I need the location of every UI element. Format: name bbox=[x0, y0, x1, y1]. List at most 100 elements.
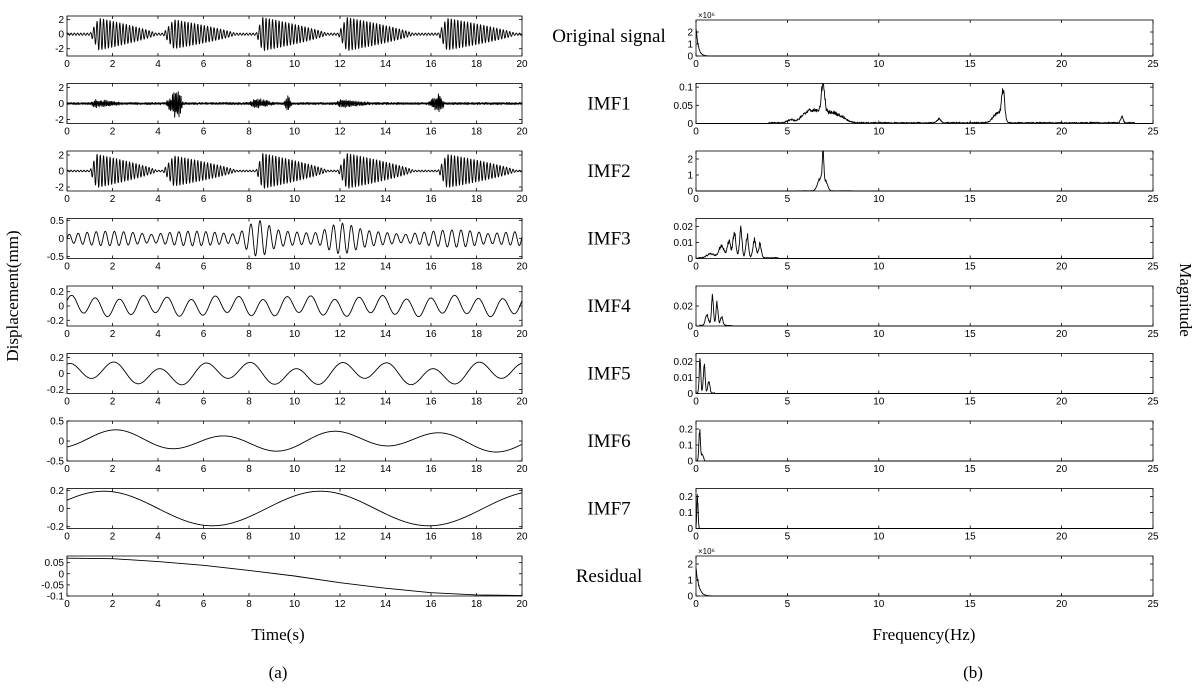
freq-x-tick-label-6-4: 20 bbox=[1056, 464, 1068, 475]
freq-x-tick-label-3-5: 25 bbox=[1147, 262, 1159, 273]
freq-y-tick-label-1-2: 0.1 bbox=[679, 83, 693, 94]
spectrum-plot-2: 0 5 10 15 20 25 0 1 2 bbox=[687, 150, 1159, 205]
time-x-tick-label-0-9: 18 bbox=[471, 59, 483, 70]
time-y-tick-label-4-0: -0.2 bbox=[47, 316, 65, 327]
time-x-tick-label-0-2: 4 bbox=[155, 59, 161, 70]
spectrum-line-5 bbox=[695, 358, 1154, 394]
time-x-tick-label-3-7: 14 bbox=[380, 262, 392, 273]
time-x-tick-label-2-7: 14 bbox=[380, 194, 392, 205]
time-y-tick-label-2-1: 0 bbox=[58, 167, 64, 178]
time-x-tick-label-7-7: 14 bbox=[380, 532, 392, 543]
time-x-tick-label-7-4: 8 bbox=[246, 532, 252, 543]
time-plot-0: 0 2 4 6 8 10 12 14 16 18 20-202 bbox=[55, 15, 528, 70]
time-x-tick-label-0-6: 12 bbox=[334, 59, 346, 70]
time-x-tick-label-3-9: 18 bbox=[471, 262, 483, 273]
time-x-tick-label-4-6: 12 bbox=[334, 329, 346, 340]
time-x-tick-label-8-10: 20 bbox=[516, 599, 528, 610]
spectrum-plot-4: 0 5 10 15 20 25 0 0.02 bbox=[674, 285, 1159, 340]
time-x-tick-label-2-6: 12 bbox=[334, 194, 346, 205]
freq-x-tick-label-8-4: 20 bbox=[1056, 599, 1068, 610]
time-x-tick-label-8-3: 6 bbox=[201, 599, 207, 610]
time-x-tick-label-1-0: 0 bbox=[64, 127, 70, 138]
freq-y-tick-label-6-0: 0 bbox=[687, 457, 693, 468]
time-y-tick-label-6-2: 0.5 bbox=[50, 417, 64, 428]
freq-x-tick-label-1-2: 10 bbox=[873, 127, 885, 138]
time-y-tick-label-8-2: 0 bbox=[58, 569, 64, 580]
time-series-line-3 bbox=[66, 220, 523, 257]
freq-x-tick-label-0-5: 25 bbox=[1147, 59, 1159, 70]
time-x-tick-label-7-10: 20 bbox=[516, 532, 528, 543]
time-x-tick-label-2-2: 4 bbox=[155, 194, 161, 205]
time-axes-frame-7 bbox=[66, 488, 523, 529]
freq-x-tick-label-5-3: 15 bbox=[965, 397, 977, 408]
freq-axes-frame-0 bbox=[695, 19, 1154, 57]
time-y-tick-label-3-1: 0 bbox=[58, 234, 64, 245]
time-plot-1: 0 2 4 6 8 10 12 14 16 18 20-202 bbox=[55, 83, 528, 138]
row-label-5: IMF5 bbox=[587, 364, 630, 385]
time-x-tick-label-6-4: 8 bbox=[246, 464, 252, 475]
time-x-tick-label-8-6: 12 bbox=[334, 599, 346, 610]
freq-x-tick-label-2-1: 5 bbox=[785, 194, 791, 205]
time-x-tick-label-3-8: 16 bbox=[425, 262, 437, 273]
time-axes-frame-4 bbox=[66, 285, 523, 327]
time-x-tick-label-8-4: 8 bbox=[246, 599, 252, 610]
time-plot-6: 0 2 4 6 8 10 12 14 16 18 20-0.500.5 bbox=[47, 417, 528, 476]
freq-x-tick-label-8-0: 0 bbox=[693, 599, 699, 610]
freq-y-tick-label-0-1: 1 bbox=[687, 40, 693, 51]
time-x-tick-label-4-1: 2 bbox=[110, 329, 116, 340]
time-x-tick-label-3-1: 2 bbox=[110, 262, 116, 273]
time-x-tick-label-5-1: 2 bbox=[110, 397, 116, 408]
time-series-line-5 bbox=[66, 361, 523, 386]
spectrum-plot-3: 0 5 10 15 20 25 0 0.01 0.02 bbox=[674, 218, 1159, 273]
time-plot-7: 0 2 4 6 8 10 12 14 16 18 20-0.200.2 bbox=[47, 486, 528, 543]
time-x-tick-label-4-5: 10 bbox=[289, 329, 301, 340]
spectrum-line-0 bbox=[695, 28, 1154, 57]
time-y-tick-label-4-1: 0 bbox=[58, 302, 64, 313]
time-y-tick-label-7-2: 0.2 bbox=[50, 486, 64, 497]
freq-x-tick-label-5-5: 25 bbox=[1147, 397, 1159, 408]
freq-y-tick-label-1-1: 0.05 bbox=[674, 101, 694, 112]
freq-x-tick-label-1-5: 25 bbox=[1147, 127, 1159, 138]
freq-axes-frame-7 bbox=[695, 488, 1154, 529]
freq-x-tick-label-1-1: 5 bbox=[785, 127, 791, 138]
freq-axes-frame-4 bbox=[695, 285, 1154, 327]
displacement-axis-title: Displacement(mm) bbox=[3, 230, 22, 361]
time-x-tick-label-5-10: 20 bbox=[516, 397, 528, 408]
time-series-line-0 bbox=[66, 17, 523, 51]
spectrum-plot-1: 0 5 10 15 20 25 0 0.05 0.1 bbox=[674, 83, 1159, 138]
spectrum-plot-6: 0 5 10 15 20 25 0 0.1 0.2 bbox=[679, 420, 1159, 475]
time-y-tick-label-4-2: 0.2 bbox=[50, 287, 64, 298]
freq-y-tick-label-4-0: 0 bbox=[687, 322, 693, 333]
time-x-tick-label-2-10: 20 bbox=[516, 194, 528, 205]
time-x-tick-label-6-0: 0 bbox=[64, 464, 70, 475]
freq-x-tick-label-4-3: 15 bbox=[965, 329, 977, 340]
time-x-tick-label-0-3: 6 bbox=[201, 59, 207, 70]
freq-x-tick-label-1-4: 20 bbox=[1056, 127, 1068, 138]
time-x-tick-label-0-7: 14 bbox=[380, 59, 392, 70]
time-axes-frame-5 bbox=[66, 353, 523, 394]
magnitude-axis-title: Magnitude bbox=[1176, 263, 1195, 337]
panel-label-a: (a) bbox=[269, 663, 288, 682]
freq-axes-frame-2 bbox=[695, 150, 1154, 192]
time-x-tick-label-8-8: 16 bbox=[425, 599, 437, 610]
time-plot-3: 0 2 4 6 8 10 12 14 16 18 20-0.500.5 bbox=[47, 216, 528, 273]
spectrum-plot-5: 0 5 10 15 20 25 0 0.01 0.02 bbox=[674, 353, 1159, 408]
time-y-tick-label-0-2: 2 bbox=[58, 15, 64, 26]
freq-y-tick-label-6-2: 0.2 bbox=[679, 425, 693, 436]
time-x-tick-label-6-8: 16 bbox=[425, 464, 437, 475]
freq-axes-frame-6 bbox=[695, 420, 1154, 462]
magnitude-exponent-0: ×10⁶ bbox=[698, 11, 715, 20]
freq-y-tick-label-8-0: 0 bbox=[687, 592, 693, 603]
time-x-tick-label-3-5: 10 bbox=[289, 262, 301, 273]
time-x-tick-label-0-4: 8 bbox=[246, 59, 252, 70]
time-x-tick-label-6-1: 2 bbox=[110, 464, 116, 475]
freq-x-tick-label-4-2: 10 bbox=[873, 329, 885, 340]
freq-x-tick-label-8-1: 5 bbox=[785, 599, 791, 610]
freq-x-tick-label-1-3: 15 bbox=[965, 127, 977, 138]
time-x-tick-label-3-2: 4 bbox=[155, 262, 161, 273]
freq-x-tick-label-8-2: 10 bbox=[873, 599, 885, 610]
time-y-tick-label-7-0: -0.2 bbox=[47, 522, 65, 533]
